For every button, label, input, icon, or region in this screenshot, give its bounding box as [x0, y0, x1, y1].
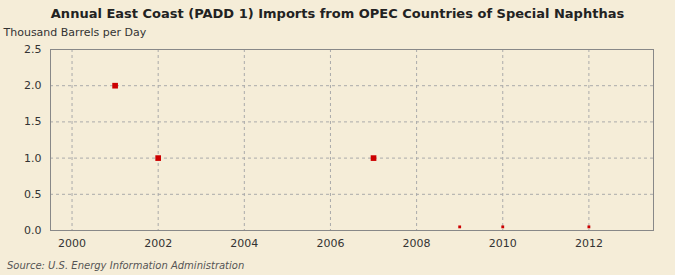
svg-text:2.5: 2.5: [24, 43, 42, 56]
svg-text:0.0: 0.0: [24, 224, 42, 237]
svg-text:2006: 2006: [316, 237, 344, 250]
svg-text:Thousand Barrels per Day: Thousand Barrels per Day: [3, 26, 147, 39]
svg-text:2008: 2008: [403, 237, 431, 250]
svg-text:2012: 2012: [575, 237, 603, 250]
html-text:Annual East Coast (PADD 1) Imp: Annual East Coast (PADD 1) Imports from …: [50, 6, 625, 21]
svg-text:0.5: 0.5: [24, 188, 42, 201]
html-text:Source: U.S. Energy Informatio: Source: U.S. Energy Information Administ…: [7, 260, 245, 271]
svg-text:2004: 2004: [230, 237, 258, 250]
svg-text:1.0: 1.0: [24, 152, 42, 165]
svg-text:2000: 2000: [58, 237, 86, 250]
svg-text:1.5: 1.5: [24, 115, 42, 128]
svg-text:2010: 2010: [489, 237, 517, 250]
svg-text:2.0: 2.0: [24, 79, 42, 92]
svg-text:2002: 2002: [144, 237, 172, 250]
